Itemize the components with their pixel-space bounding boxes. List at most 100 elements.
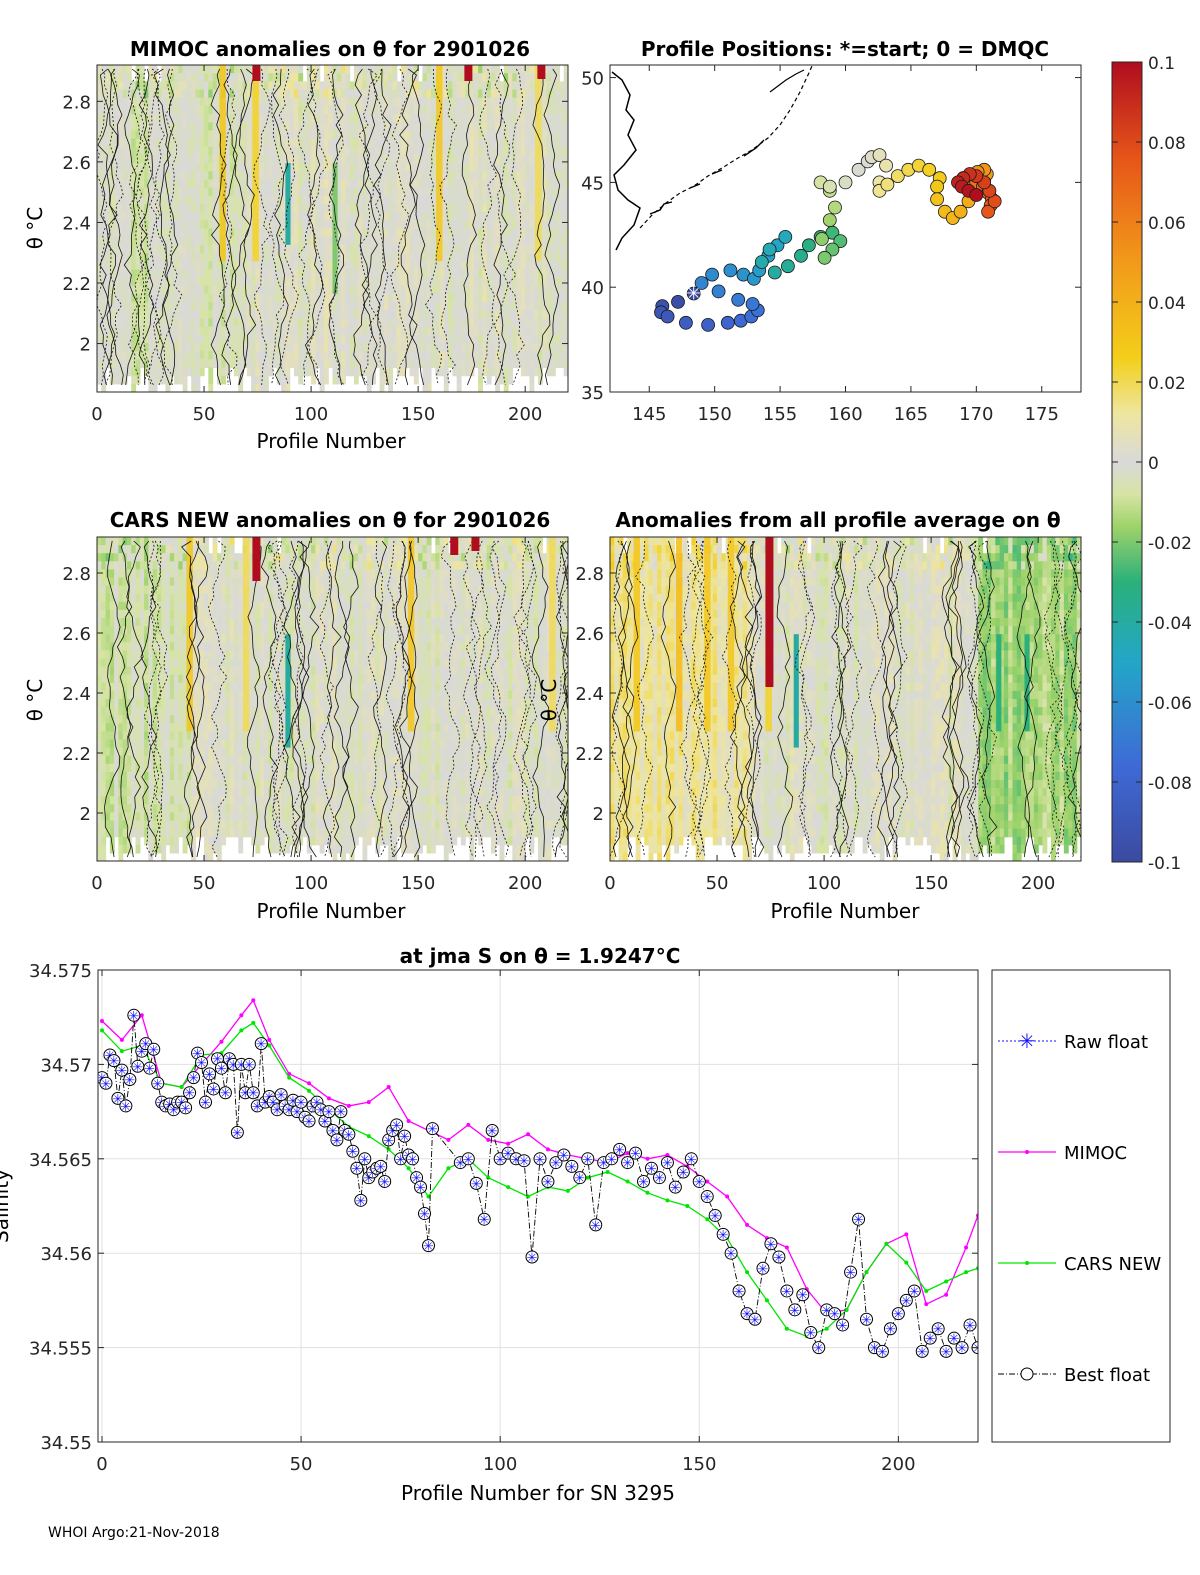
heatmap-cell bbox=[456, 326, 462, 336]
heatmap-cell bbox=[563, 367, 568, 377]
heatmap-cell bbox=[482, 228, 488, 238]
heatmap-cell bbox=[529, 163, 535, 172]
heatmap-cell bbox=[456, 203, 462, 213]
heatmap-cell bbox=[349, 367, 355, 377]
heatmap-cell bbox=[460, 89, 466, 99]
heatmap-cell bbox=[499, 195, 505, 205]
heatmap-cell bbox=[165, 89, 171, 99]
heatmap-cell bbox=[345, 285, 351, 295]
heatmap-cell bbox=[169, 334, 175, 344]
heatmap-cell bbox=[430, 154, 436, 164]
heatmap-cell bbox=[263, 285, 269, 295]
heatmap-cell bbox=[169, 293, 175, 303]
heatmap-cell bbox=[97, 130, 102, 140]
heatmap-cell bbox=[152, 731, 158, 741]
heatmap-cell bbox=[238, 122, 244, 132]
heatmap-cell bbox=[195, 244, 201, 254]
heatmap-cell bbox=[114, 577, 120, 587]
heatmap-cell bbox=[126, 244, 132, 254]
heatmap-cell bbox=[490, 367, 496, 377]
heatmap-cell bbox=[448, 277, 453, 287]
heatmap-cell bbox=[452, 351, 458, 360]
heatmap-cell bbox=[371, 367, 376, 377]
heatmap-cell bbox=[293, 171, 299, 181]
heatmap-cell bbox=[276, 89, 282, 99]
position-marker bbox=[701, 317, 715, 332]
heatmap-cell bbox=[388, 73, 394, 82]
heatmap-cell bbox=[131, 796, 137, 805]
heatmap-cell bbox=[109, 780, 115, 789]
heatmap-cell bbox=[212, 351, 218, 360]
heatmap-cell bbox=[495, 244, 501, 254]
heatmap-cell bbox=[122, 690, 128, 700]
heatmap-cell bbox=[126, 674, 132, 684]
heatmap-cell bbox=[199, 195, 205, 205]
heatmap-cell bbox=[349, 195, 355, 205]
heatmap-cell bbox=[362, 203, 368, 213]
heatmap-cell bbox=[156, 212, 162, 221]
heatmap-cell bbox=[482, 244, 488, 254]
heatmap-cell bbox=[199, 302, 205, 311]
heatmap-cell bbox=[413, 220, 419, 230]
heatmap-cell bbox=[212, 261, 218, 270]
heatmap-cell bbox=[392, 351, 398, 360]
heatmap-cell bbox=[465, 285, 471, 295]
heatmap-cell bbox=[435, 367, 441, 377]
heatmap-cell bbox=[126, 545, 132, 554]
heatmap-cell bbox=[97, 609, 102, 619]
heatmap-cell bbox=[366, 244, 372, 254]
heatmap-cell bbox=[345, 318, 351, 328]
heatmap-cell bbox=[443, 253, 449, 262]
heatmap-cell bbox=[546, 73, 552, 82]
heatmap-cell bbox=[109, 269, 115, 279]
heatmap-cell bbox=[126, 342, 132, 352]
heatmap-cell bbox=[563, 351, 568, 360]
heatmap-cell bbox=[191, 65, 197, 74]
heatmap-cell bbox=[499, 203, 505, 213]
heatmap-cell bbox=[559, 163, 565, 172]
heatmap-cell bbox=[473, 187, 479, 197]
heatmap-cell bbox=[430, 285, 436, 295]
heatmap-cell bbox=[452, 334, 458, 344]
heatmap-cell bbox=[345, 253, 351, 262]
heatmap-cell bbox=[109, 844, 115, 854]
heatmap-cell bbox=[229, 195, 235, 205]
heatmap-cell bbox=[165, 130, 171, 140]
heatmap-cell bbox=[563, 130, 568, 140]
heatmap-cell bbox=[448, 334, 453, 344]
heatmap-cell bbox=[392, 253, 398, 262]
heatmap-cell bbox=[289, 351, 295, 360]
heatmap-cell bbox=[212, 236, 218, 246]
heatmap-cell bbox=[139, 626, 145, 635]
heatmap-cell bbox=[289, 65, 295, 74]
heatmap-cell bbox=[118, 228, 124, 238]
heatmap-cell bbox=[512, 187, 518, 197]
heatmap-cell bbox=[456, 244, 462, 254]
heatmap-cell bbox=[401, 146, 406, 156]
heatmap-cell bbox=[289, 277, 295, 287]
heatmap-cell bbox=[109, 682, 115, 692]
heatmap-cell bbox=[366, 97, 372, 107]
heatmap-cell bbox=[559, 81, 565, 91]
heatmap-cell bbox=[212, 130, 218, 140]
heatmap-cell bbox=[456, 146, 462, 156]
heatmap-cell bbox=[490, 277, 496, 287]
heatmap-cell bbox=[131, 723, 137, 732]
heatmap-cell bbox=[465, 163, 471, 172]
heatmap-cell bbox=[546, 367, 552, 377]
heatmap-cell bbox=[430, 114, 436, 123]
heatmap-cell bbox=[473, 220, 479, 230]
heatmap-cell bbox=[114, 65, 120, 74]
heatmap-cell bbox=[482, 65, 488, 74]
heatmap-cell bbox=[161, 359, 167, 369]
heatmap-cell bbox=[101, 302, 107, 311]
heatmap-cell bbox=[195, 154, 201, 164]
heatmap-cell bbox=[392, 154, 398, 164]
heatmap-cell bbox=[371, 130, 376, 140]
heatmap-cell bbox=[118, 699, 124, 708]
heatmap-cell bbox=[114, 690, 120, 700]
heatmap-cell bbox=[144, 836, 149, 846]
heatmap-cell bbox=[238, 212, 244, 221]
heatmap-cell bbox=[371, 253, 376, 262]
heatmap-cell bbox=[101, 715, 107, 724]
